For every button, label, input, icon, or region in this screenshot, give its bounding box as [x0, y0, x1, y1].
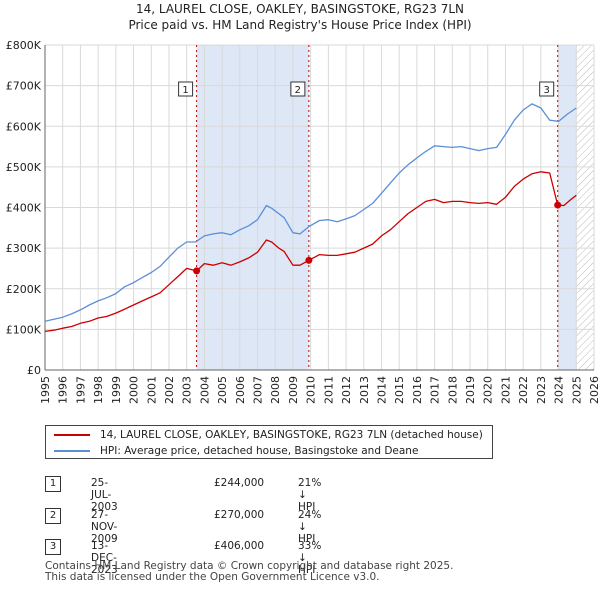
legend-label-hpi: HPI: Average price, detached house, Basi…: [100, 445, 419, 457]
x-tick-label: 2013: [358, 376, 371, 404]
x-tick-label: 2004: [198, 376, 211, 404]
x-tick-label: 2014: [375, 376, 388, 404]
transaction-date: 25-JUL-2003: [91, 477, 118, 513]
footer-licence: This data is licensed under the Open Gov…: [45, 571, 380, 583]
sale-label: 2: [295, 85, 301, 96]
transaction-price: £244,000: [214, 477, 265, 489]
x-tick-label: 2003: [181, 376, 194, 404]
x-tick-label: 2018: [446, 376, 459, 404]
x-tick-label: 2000: [128, 376, 141, 404]
footer-copyright: Contains HM Land Registry data © Crown c…: [45, 560, 454, 572]
transaction-date: 13-DEC-2023: [91, 540, 118, 576]
sale-point: [305, 256, 313, 264]
transaction-number: 3: [45, 539, 61, 555]
transaction-price: £270,000: [214, 509, 265, 521]
legend: 14, LAUREL CLOSE, OAKLEY, BASINGSTOKE, R…: [45, 425, 493, 459]
transaction-hpi-diff: 21% ↓ HPI: [298, 477, 322, 513]
x-tick-label: 1998: [92, 376, 105, 404]
transaction-price: £406,000: [214, 540, 265, 552]
y-tick-label: £800K: [6, 39, 42, 52]
x-tick-label: 2017: [429, 376, 442, 404]
x-tick-label: 2021: [499, 376, 512, 404]
x-tick-label: 1997: [74, 376, 87, 404]
y-tick-label: £100K: [6, 323, 42, 336]
sale-label-box: [178, 81, 194, 97]
sale-label-box: [290, 81, 306, 97]
legend-swatch-property: [54, 434, 90, 436]
x-tick-label: 2016: [411, 376, 424, 404]
x-tick-label: 2015: [393, 376, 406, 404]
sale-label-box: [539, 81, 555, 97]
price-chart: £0 £100K £200K £300K £400K £500K £600K £700K £80…: [6, 39, 600, 404]
x-tick-label: 2024: [553, 376, 566, 404]
legend-label-property: 14, LAUREL CLOSE, OAKLEY, BASINGSTOKE, R…: [100, 429, 483, 441]
hpi-line: [44, 103, 577, 322]
y-tick-label: £700K: [6, 80, 42, 93]
y-tick-label: £600K: [6, 120, 42, 133]
x-tick-label: 2012: [340, 376, 353, 404]
sale-label: 3: [544, 85, 550, 96]
x-tick-label: 2025: [570, 376, 583, 404]
x-tick-label: 2002: [163, 376, 176, 404]
x-tick-label: 2008: [269, 376, 282, 404]
chart-title-line1: 14, LAUREL CLOSE, OAKLEY, BASINGSTOKE, R…: [135, 2, 465, 16]
transaction-number: 2: [45, 508, 61, 524]
x-tick-label: 2011: [322, 376, 335, 404]
transaction-hpi-diff: 33% ↓ HPI: [298, 540, 322, 576]
sale-label: 1: [182, 85, 188, 96]
x-tick-label: 1995: [39, 376, 52, 404]
x-tick-label: 2001: [145, 376, 158, 404]
x-tick-label: 2007: [252, 376, 265, 404]
legend-item-hpi: HPI: Average price, detached house, Basi…: [54, 443, 418, 459]
transaction-number: 1: [45, 476, 61, 492]
x-tick-label: 2022: [517, 376, 530, 404]
chart-title-line2: Price paid vs. HM Land Registry's House …: [128, 18, 472, 32]
sale-point: [193, 267, 201, 275]
x-tick-label: 2005: [216, 376, 229, 404]
x-tick-label: 2023: [535, 376, 548, 404]
y-tick-label: £200K: [6, 283, 42, 296]
y-tick-label: £400K: [6, 202, 42, 215]
x-tick-label: 2020: [482, 376, 495, 404]
x-tick-label: 1999: [110, 376, 123, 404]
x-tick-label: 2019: [464, 376, 477, 404]
legend-swatch-hpi: [54, 450, 90, 452]
transaction-hpi-diff: 24% ↓ HPI: [298, 509, 322, 545]
x-tick-label: 1996: [57, 376, 70, 404]
y-tick-label: £300K: [6, 242, 42, 255]
legend-item-property: 14, LAUREL CLOSE, OAKLEY, BASINGSTOKE, R…: [54, 427, 483, 443]
sale-point: [554, 201, 562, 209]
x-tick-label: 2006: [234, 376, 247, 404]
transaction-date: 27-NOV-2009: [91, 509, 118, 545]
x-tick-label: 2010: [305, 376, 318, 404]
x-tick-label: 2009: [287, 376, 300, 404]
y-tick-label: £0: [27, 364, 41, 377]
y-tick-label: £500K: [6, 161, 42, 174]
footer: Contains HM Land Registry data © Crown c…: [45, 561, 453, 583]
x-tick-label: 2026: [588, 376, 600, 404]
